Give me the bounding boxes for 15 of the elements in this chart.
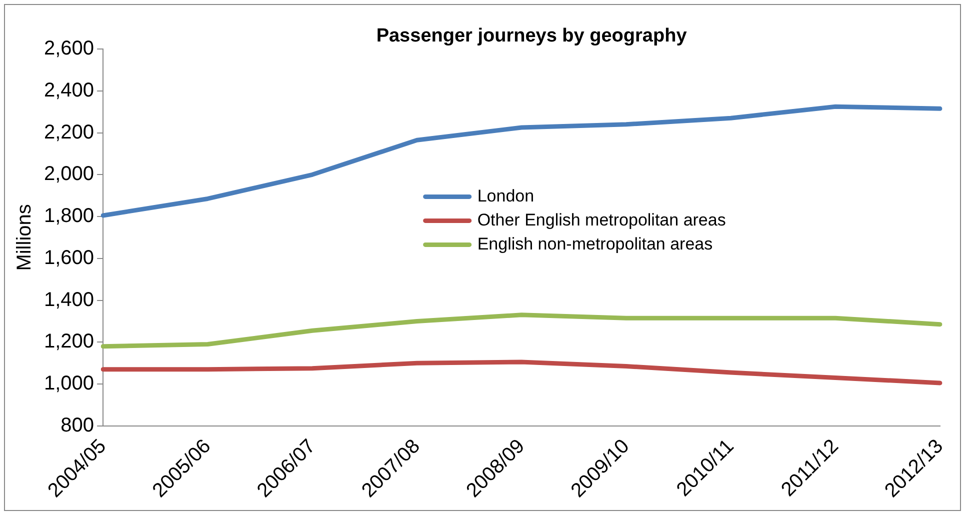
y-tick-label: 2,400 — [44, 79, 94, 102]
y-tick-label: 2,200 — [44, 121, 94, 144]
y-axis-title: Millions — [14, 204, 36, 271]
y-tick-label: 2,600 — [44, 38, 94, 60]
legend-label: Other English metropolitan areas — [477, 210, 726, 230]
chart-title: Passenger journeys by geography — [376, 26, 688, 47]
y-tick-label: 1,400 — [44, 288, 94, 311]
y-tick-label: 1,800 — [44, 205, 94, 228]
legend-label: London — [477, 186, 534, 206]
y-tick-label: 1,200 — [44, 330, 94, 353]
y-tick-label: 800 — [60, 414, 94, 436]
legend-label: English non-metropolitan areas — [477, 234, 713, 254]
y-tick-label: 2,000 — [44, 163, 94, 186]
y-tick-label: 1,000 — [44, 372, 94, 395]
y-tick-label: 1,600 — [44, 246, 94, 269]
